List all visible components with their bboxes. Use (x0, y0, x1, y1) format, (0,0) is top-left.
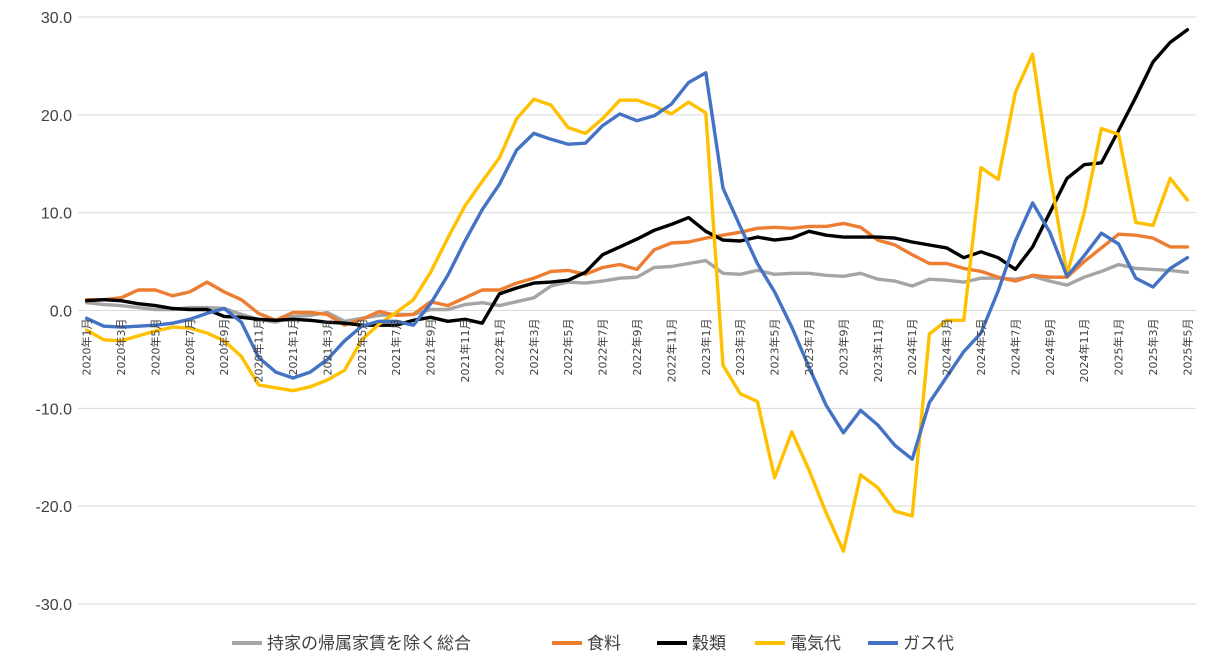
x-tick-label: 2021年11月 (458, 319, 472, 383)
x-tick-label: 2025年5月 (1180, 319, 1194, 376)
series-line (84, 52, 1190, 553)
x-tick-label: 2024年3月 (940, 319, 954, 376)
y-tick-label: -30.0 (36, 597, 73, 614)
series-line (84, 71, 1190, 461)
y-tick-label: 0.0 (50, 304, 72, 321)
x-tick-label: 2022年9月 (630, 319, 644, 376)
x-tick-label: 2023年3月 (733, 319, 747, 376)
x-tick-label: 2023年7月 (802, 319, 816, 376)
legend-label: ガス代 (903, 634, 954, 654)
x-tick-label: 2023年11月 (871, 319, 885, 383)
series-lines (84, 28, 1190, 553)
x-tick-label: 2023年1月 (699, 319, 713, 376)
y-tick-label: -10.0 (36, 401, 73, 418)
legend-label: 持家の帰属家賃を除く総合 (267, 634, 471, 654)
x-tick-label: 2021年7月 (389, 319, 403, 376)
x-tick-label: 2024年9月 (1043, 319, 1057, 376)
x-tick-label: 2022年7月 (596, 319, 610, 376)
x-tick-label: 2021年9月 (424, 319, 438, 376)
y-axis-tick-labels: -30.0 -20.0 -10.0 0.0 10.0 20.0 30.0 (36, 10, 73, 614)
x-tick-label: 2024年7月 (1008, 319, 1022, 376)
x-tick-label: 2022年5月 (561, 319, 575, 376)
x-tick-label: 2022年3月 (527, 319, 541, 376)
x-tick-label: 2023年5月 (768, 319, 782, 376)
x-tick-label: 2020年9月 (217, 319, 231, 376)
legend-label: 穀類 (692, 634, 726, 654)
y-tick-label: 20.0 (41, 108, 72, 125)
x-tick-label: 2020年3月 (114, 319, 128, 376)
legend-label: 食料 (587, 634, 621, 654)
x-tick-label: 2021年5月 (355, 319, 369, 376)
legend-label: 電気代 (790, 634, 841, 654)
x-tick-label: 2020年7月 (183, 319, 197, 376)
x-tick-label: 2023年9月 (836, 319, 850, 376)
x-tick-label: 2025年3月 (1146, 319, 1160, 376)
x-axis-tick-labels: 2020年1月 2020年3月 2020年5月 2020年7月 2020年9月 2020年… (80, 319, 1195, 383)
x-tick-label: 2025年1月 (1112, 319, 1126, 376)
x-tick-label: 2022年11月 (664, 319, 678, 383)
y-tick-label: 10.0 (41, 206, 72, 223)
x-tick-label: 2024年5月 (974, 319, 988, 376)
y-tick-label: 30.0 (41, 10, 72, 27)
x-tick-label: 2020年11月 (252, 319, 266, 383)
x-tick-label: 2024年11月 (1077, 319, 1091, 383)
x-tick-label: 2020年1月 (80, 319, 94, 376)
x-tick-label: 2024年1月 (905, 319, 919, 376)
series-line (84, 28, 1190, 327)
x-tick-label: 2021年1月 (286, 319, 300, 376)
y-tick-label: -20.0 (36, 499, 73, 516)
x-tick-label: 2021年3月 (320, 319, 334, 376)
x-tick-label: 2020年5月 (148, 319, 162, 376)
legend: 持家の帰属家賃を除く総合 食料 穀類 電気代 ガス代 (232, 634, 954, 654)
gridlines (78, 16, 1196, 605)
x-tick-label: 2022年1月 (492, 319, 506, 376)
